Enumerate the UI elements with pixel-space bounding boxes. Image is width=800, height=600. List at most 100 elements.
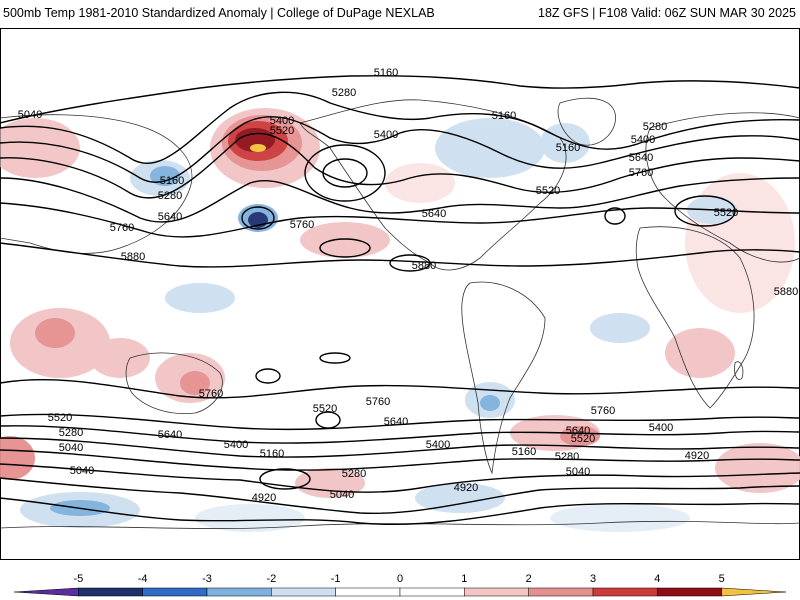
contour-label: 4920 [454, 482, 478, 494]
contour-5640-south [0, 413, 800, 431]
contour-4920-south [0, 497, 800, 525]
warm-anomaly [180, 371, 210, 395]
contour-5280 [0, 91, 800, 165]
contour-label: 5040 [566, 466, 590, 478]
colorbar-swatch [657, 587, 722, 597]
contour-label: 5520 [571, 433, 595, 445]
contour-closed-4920 [259, 468, 311, 490]
contour-5520-south [0, 425, 800, 444]
contour-label: 5160 [160, 175, 184, 187]
contour-low-small [241, 206, 275, 230]
map-frame [0, 28, 800, 560]
contour-label: 5040 [59, 442, 83, 454]
colorbar-swatch [399, 587, 465, 597]
contour-label: 5520 [270, 125, 294, 137]
contour-label: 5640 [158, 429, 182, 441]
contour-label: 5760 [199, 388, 223, 400]
contour-label: 5280 [59, 427, 83, 439]
contour-label: 4920 [252, 492, 276, 504]
colorbar-tick-label: 1 [461, 573, 467, 585]
warm-anomaly [300, 222, 390, 258]
warm-anomaly [295, 468, 365, 498]
contour-closed-5520 [315, 411, 341, 429]
warm-anomaly [715, 443, 800, 493]
contour-closed-small-2 [319, 352, 351, 364]
cold-anomaly [150, 166, 180, 186]
contour-5040-south [0, 477, 800, 515]
contour-5280-south [0, 449, 800, 471]
contour-label: 5640 [629, 152, 653, 164]
south-america-outline [461, 281, 546, 475]
north-america-outline [299, 99, 567, 271]
contour-labels: 5160 5280 5400 5520 5040 5160 5280 5640 … [18, 67, 798, 504]
warm-anomaly [0, 436, 35, 480]
contour-label: 5040 [70, 465, 94, 477]
contour-label: 5400 [426, 439, 450, 451]
contour-label: 5400 [374, 129, 398, 141]
colorbar-swatch [464, 587, 529, 597]
contour-label: 5760 [290, 219, 314, 231]
warm-anomaly [250, 144, 266, 152]
map-title: 500mb Temp 1981-2010 Standardized Anomal… [3, 6, 435, 20]
contour-label: 5880 [774, 286, 798, 298]
colorbar-tick-label: 2 [526, 573, 532, 585]
contour-label: 5760 [366, 396, 390, 408]
madagascar-outline [734, 361, 744, 380]
contour-label: 5280 [332, 87, 356, 99]
colorbar-tick-label: 0 [397, 573, 403, 585]
contour-label: 5640 [566, 425, 590, 437]
colorbar-tick-label: -2 [266, 573, 276, 585]
cold-anomaly [540, 123, 590, 163]
anomaly-shading [0, 108, 800, 532]
cold-anomaly [480, 395, 500, 411]
contour-closed-atlantic [604, 207, 626, 225]
colorbar-swatch [335, 587, 401, 597]
colorbar-tick-label: -4 [138, 573, 148, 585]
warm-anomaly [560, 426, 600, 446]
contour-5160-south [0, 463, 800, 493]
warm-anomaly [90, 338, 150, 378]
cold-anomaly [550, 504, 690, 532]
colorbar-swatch [528, 587, 594, 597]
colorbar-tick-labels: -5 -4 -3 -2 -1 0 1 2 3 4 5 [73, 573, 724, 585]
cold-anomaly [195, 504, 305, 532]
colorbar-tick-label: -1 [331, 573, 341, 585]
contour-label: 5520 [536, 185, 560, 197]
contour-label: 5640 [422, 208, 446, 220]
anomaly-map: 5160 5280 5400 5520 5040 5160 5280 5640 … [0, 28, 800, 560]
contour-label: 5760 [591, 405, 615, 417]
colorbar-tick-label: -5 [73, 573, 83, 585]
colorbar-tick-label: -3 [202, 573, 212, 585]
contour-label: 5280 [158, 190, 182, 202]
contour-label: 5160 [374, 67, 398, 79]
contour-5400-south [0, 437, 800, 458]
contour-5520 [0, 132, 800, 199]
colorbar-swatch [13, 587, 79, 597]
contour-label: 5280 [555, 451, 579, 463]
contour-label: 5040 [330, 489, 354, 501]
contour-5760-south [0, 379, 800, 399]
contour-label: 5760 [110, 222, 134, 234]
contour-label: 5400 [224, 439, 248, 451]
contour-label: 4920 [685, 450, 709, 462]
colorbar-swatches [13, 587, 787, 597]
colorbar-swatch [78, 587, 143, 597]
contour-5160-north [0, 75, 800, 124]
contour-5760 [0, 202, 800, 238]
contour-5640 [0, 177, 800, 223]
colorbar-tick-label: 3 [590, 573, 596, 585]
colorbar-tick-label: 5 [719, 573, 725, 585]
contour-label: 5400 [649, 422, 673, 434]
warm-anomaly [665, 328, 735, 378]
contour-label: 5520 [714, 207, 738, 219]
contour-label: 5160 [556, 142, 580, 154]
contour-5400 [0, 116, 800, 184]
contour-5880 [0, 242, 800, 268]
warm-anomaly [0, 118, 80, 178]
africa-outline [635, 226, 755, 409]
warm-anomaly [35, 318, 75, 348]
contour-closed-5880 [389, 254, 431, 272]
greenland-outline [557, 97, 616, 146]
height-contours [0, 75, 800, 525]
cold-anomaly [415, 483, 505, 513]
